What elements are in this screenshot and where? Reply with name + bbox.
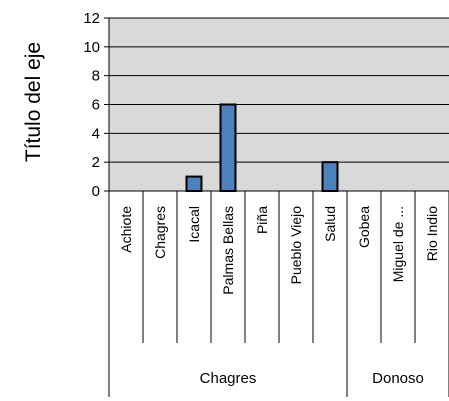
group-labels: Chagres Donoso — [200, 370, 424, 387]
y-axis-title: Título del eje — [22, 42, 45, 162]
bar — [321, 161, 339, 193]
axes — [108, 18, 449, 397]
y-tick-label: 0 — [92, 183, 100, 200]
y-tick-label: 4 — [92, 125, 100, 142]
category-label: Rio Indio — [424, 206, 440, 261]
category-label: Pueblo Viejo — [288, 206, 304, 285]
y-tick-label: 2 — [92, 154, 100, 171]
category-labels: Achiote Chagres Icacal Palmas Bellas Piña Pue… — [118, 206, 440, 295]
y-tick-label: 12 — [83, 10, 100, 27]
category-label: Achiote — [118, 206, 134, 253]
category-label: Palmas Bellas — [220, 206, 236, 295]
y-tick-labels: 0 2 4 6 8 10 12 — [83, 10, 100, 200]
y-tick-label: 8 — [92, 68, 100, 85]
y-tick-label: 6 — [92, 97, 100, 114]
category-label: Salud — [322, 206, 338, 242]
y-tick-label: 10 — [83, 39, 100, 56]
group-label: Donoso — [372, 370, 424, 387]
category-label: Gobea — [356, 206, 372, 248]
category-label: Piña — [254, 206, 270, 234]
category-label: Miguel de ... — [390, 206, 406, 282]
category-label: Chagres — [152, 206, 168, 259]
bar — [185, 175, 203, 192]
bar — [219, 103, 237, 192]
group-label: Chagres — [200, 370, 257, 387]
category-label: Icacal — [186, 206, 202, 243]
